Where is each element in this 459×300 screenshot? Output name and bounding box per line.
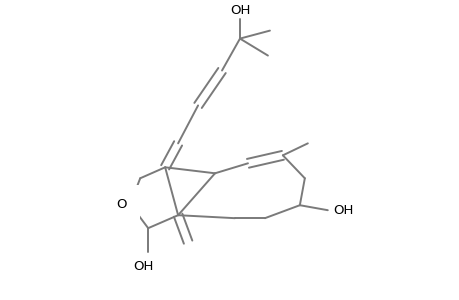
Text: OH: OH (230, 4, 250, 16)
Text: OH: OH (332, 204, 353, 217)
Text: OH: OH (133, 260, 153, 273)
Text: O: O (117, 198, 127, 211)
